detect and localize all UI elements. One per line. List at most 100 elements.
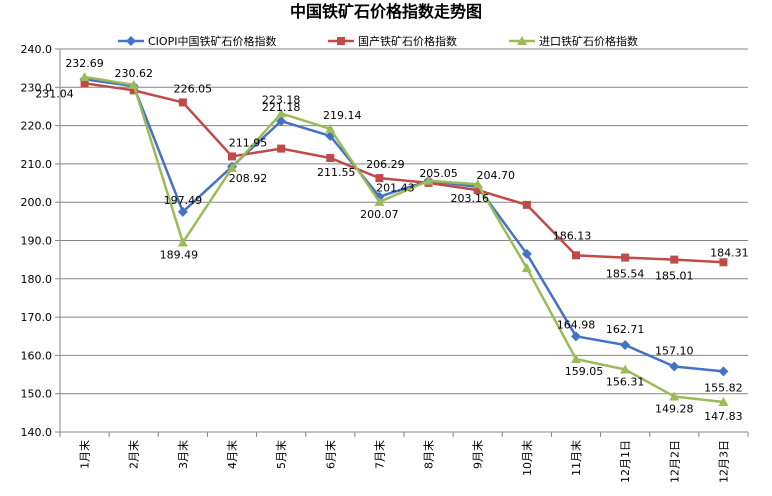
y-tick-label: 240.0 — [21, 43, 53, 56]
data-label: 162.71 — [606, 323, 645, 336]
x-tick-label: 8月末 — [422, 440, 436, 469]
data-point-s2 — [669, 391, 680, 401]
data-point-s0 — [177, 206, 188, 217]
y-tick-label: 210.0 — [21, 158, 53, 171]
y-tick-label: 220.0 — [21, 120, 53, 133]
series-line-1 — [84, 82, 724, 264]
x-tick-label: 9月末 — [471, 440, 485, 469]
data-point-s1 — [178, 98, 187, 107]
y-tick-label: 170.0 — [21, 311, 53, 324]
x-tick-label: 11月末 — [569, 440, 583, 476]
data-point-s1 — [522, 200, 531, 209]
data-point-s1 — [326, 153, 335, 162]
data-label: 147.83 — [704, 410, 743, 423]
data-label: 211.55 — [317, 166, 356, 179]
legend-marker — [337, 37, 345, 45]
data-label: 164.98 — [557, 318, 596, 331]
legend-marker — [517, 36, 527, 45]
data-point-s0 — [521, 248, 532, 259]
data-label: 204.70 — [476, 169, 515, 182]
chart-title: 中国铁矿石价格指数走势图 — [290, 2, 482, 21]
data-point-s2 — [128, 79, 139, 89]
data-point-s1 — [228, 152, 236, 161]
data-label: 232.69 — [65, 57, 104, 70]
y-tick-label: 200.0 — [21, 196, 53, 209]
gridlines — [60, 48, 748, 395]
data-label: 231.04 — [35, 87, 74, 100]
data-label: 226.05 — [174, 82, 213, 95]
data-point-s2 — [423, 175, 434, 185]
data-label: 208.92 — [229, 172, 268, 185]
legend-label: 进口铁矿石价格指数 — [539, 34, 638, 48]
y-tick-label: 190.0 — [21, 235, 53, 248]
data-label: 206.29 — [366, 158, 405, 171]
series-line-2 — [84, 75, 724, 404]
x-tick-label: 3月末 — [176, 440, 190, 469]
x-tick-label: 12月2日 — [668, 440, 681, 483]
x-tick-label: 6月末 — [323, 440, 337, 469]
data-point-s1 — [277, 144, 286, 153]
data-point-s2 — [276, 108, 287, 118]
series-line-0 — [84, 78, 724, 373]
data-label: 159.05 — [565, 365, 604, 378]
data-point-s2 — [325, 123, 336, 133]
data-label: 211.95 — [229, 136, 268, 149]
data-point-s0 — [669, 361, 680, 372]
x-tick-label: 2月末 — [127, 440, 141, 469]
x-tick-label: 5月末 — [274, 440, 288, 469]
data-label: 155.82 — [704, 381, 743, 394]
series-lines — [79, 71, 729, 407]
data-label: 201.43 — [376, 182, 415, 195]
data-point-s0 — [718, 366, 729, 377]
legend-item-1: 国产铁矿石价格指数 — [328, 34, 457, 48]
data-label: 221.18 — [262, 101, 301, 114]
data-point-s1 — [621, 253, 630, 262]
data-point-s2 — [620, 364, 631, 374]
y-tick-label: 180.0 — [21, 273, 53, 286]
data-label: 157.10 — [655, 345, 694, 358]
legend-marker — [126, 36, 136, 46]
data-point-s2 — [177, 237, 188, 247]
data-point-s2 — [571, 354, 581, 364]
y-tick-label: 160.0 — [21, 349, 53, 362]
data-label: 189.49 — [160, 248, 199, 261]
data-point-s1 — [375, 174, 384, 183]
data-label: 219.14 — [323, 109, 362, 122]
x-tick-label: 10月末 — [520, 440, 534, 476]
data-label: 185.54 — [606, 268, 645, 281]
data-label: 230.62 — [114, 67, 153, 80]
data-label: 205.05 — [419, 167, 458, 180]
x-tick-label: 12月1日 — [619, 440, 632, 483]
data-label: 200.07 — [360, 208, 399, 221]
data-point-s1 — [80, 79, 89, 88]
data-point-s1 — [129, 86, 138, 95]
data-point-s2 — [472, 179, 483, 189]
legend-item-2: 进口铁矿石价格指数 — [509, 34, 638, 48]
data-point-s2 — [718, 397, 729, 407]
data-point-s1 — [670, 255, 679, 264]
legend-item-0: CIOPI中国铁矿石价格指数 — [118, 34, 276, 48]
y-tick-label: 140.0 — [21, 426, 53, 439]
data-label: 184.31 — [710, 246, 749, 259]
data-label: 156.31 — [606, 376, 645, 389]
data-labels: 232.69 231.04 230.62 226.05 197.49 189.49 211.… — [35, 57, 748, 423]
data-label: 186.13 — [553, 229, 592, 242]
data-label: 223.18 — [262, 93, 301, 106]
legend: CIOPI中国铁矿石价格指数 国产铁矿石价格指数 进口铁矿石价格指数 — [118, 34, 638, 48]
data-point-s2 — [227, 163, 237, 173]
data-point-s2 — [374, 196, 385, 206]
x-tick-label: 12月3日 — [717, 440, 730, 483]
legend-label: 国产铁矿石价格指数 — [358, 34, 457, 48]
data-point-s0 — [276, 116, 287, 127]
data-point-s0 — [571, 331, 581, 342]
data-point-s1 — [719, 258, 728, 267]
axes: 140.0 150.0 160.0 170.0 180.0 190.0 200.0 210.0… — [21, 43, 749, 483]
data-point-s1 — [473, 186, 482, 195]
data-point-s0 — [620, 340, 631, 351]
data-point-s2 — [79, 71, 90, 81]
data-point-s1 — [572, 251, 580, 260]
data-label: 197.49 — [164, 194, 203, 207]
y-tick-label: 230.0 — [21, 81, 53, 94]
data-label: 149.28 — [655, 402, 694, 415]
data-label: 185.01 — [655, 270, 694, 283]
